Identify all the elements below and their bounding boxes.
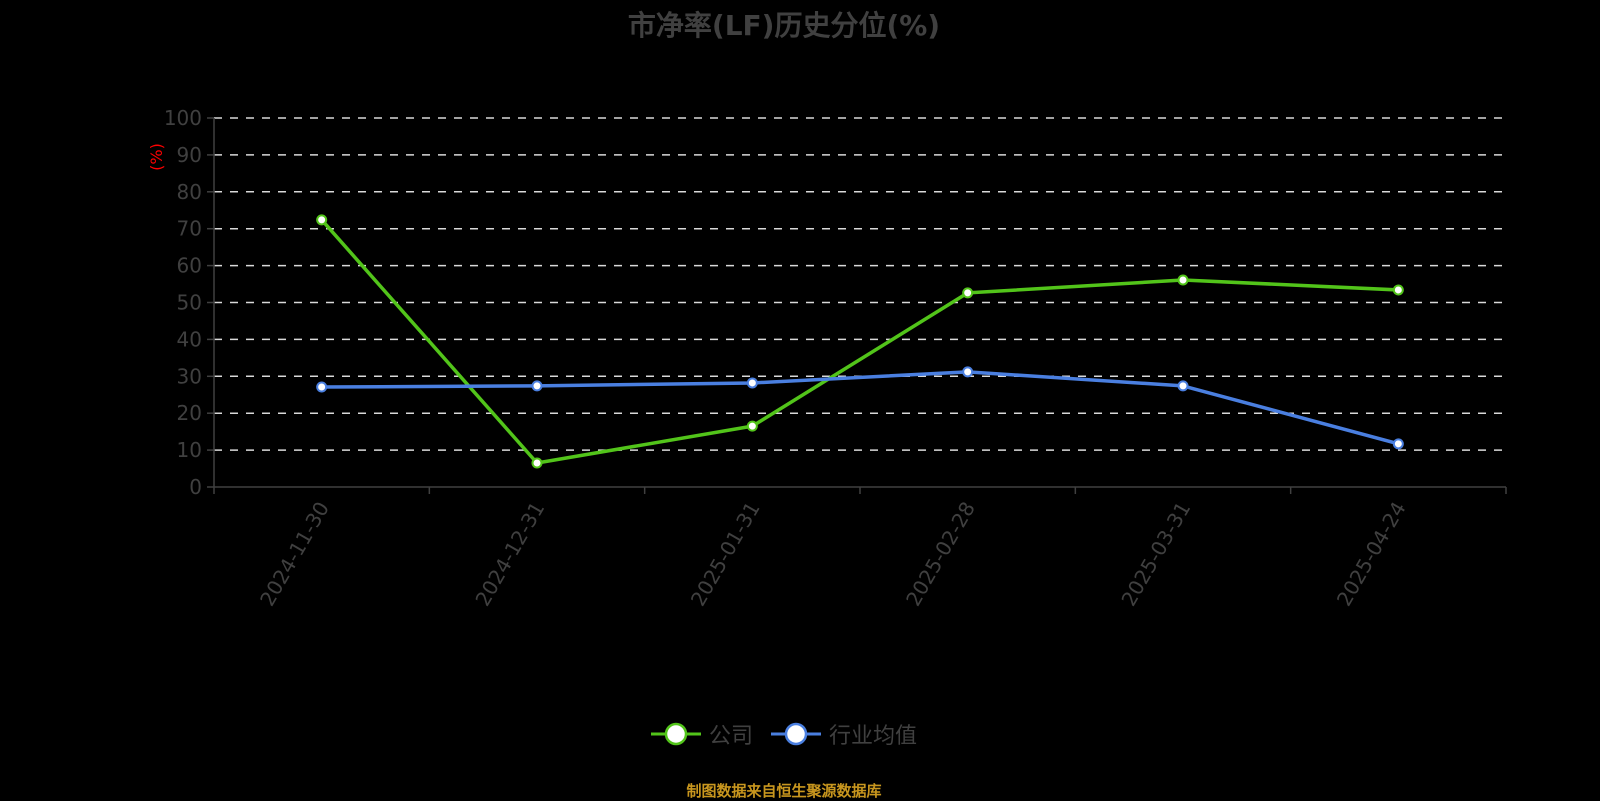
x-tick-label: 2025-01-31 bbox=[686, 498, 765, 611]
y-tick-label: 80 bbox=[177, 180, 202, 204]
series-line-company bbox=[320, 218, 1399, 465]
chart-title: 市净率(LF)历史分位(%) bbox=[627, 9, 941, 42]
data-point-company[interactable] bbox=[1177, 274, 1189, 286]
y-tick-label: 20 bbox=[177, 401, 202, 425]
y-axis-unit: (%) bbox=[147, 143, 166, 171]
y-tick-label: 70 bbox=[177, 217, 202, 241]
source-note: 制图数据来自恒生聚源数据库 bbox=[686, 782, 882, 800]
series-group bbox=[316, 214, 1404, 469]
data-point-company[interactable] bbox=[962, 287, 974, 299]
y-tick-label: 100 bbox=[164, 106, 202, 130]
data-point-company[interactable] bbox=[531, 457, 543, 469]
y-axis: 0 10 20 30 40 50 60 70 80 90 100 bbox=[164, 106, 215, 499]
data-point-company[interactable] bbox=[316, 214, 328, 226]
x-tick-label: 2025-04-24 bbox=[1332, 498, 1411, 611]
data-point-industry[interactable] bbox=[1177, 380, 1189, 392]
series-line-industry bbox=[321, 370, 1399, 446]
y-tick-label: 50 bbox=[177, 291, 202, 315]
legend-marker-industry-icon bbox=[771, 722, 821, 746]
data-point-industry[interactable] bbox=[1392, 438, 1404, 450]
data-point-industry[interactable] bbox=[316, 381, 328, 393]
grid-lines bbox=[214, 117, 1506, 451]
legend-item-industry[interactable]: 行业均值 bbox=[771, 718, 917, 750]
y-tick-label: 10 bbox=[177, 438, 202, 462]
data-point-company[interactable] bbox=[1392, 284, 1404, 296]
x-tick-label: 2024-11-30 bbox=[255, 498, 334, 611]
y-tick-label: 40 bbox=[177, 327, 202, 351]
legend-label-company: 公司 bbox=[708, 724, 753, 749]
data-point-industry[interactable] bbox=[531, 380, 543, 392]
x-tick-label: 2025-03-31 bbox=[1116, 498, 1195, 611]
x-tick-label: 2025-02-28 bbox=[901, 498, 980, 611]
y-tick-label: 60 bbox=[177, 254, 202, 278]
x-axis: 2024-11-30 2024-12-31 2025-01-31 2025-02-28… bbox=[213, 486, 1507, 611]
y-tick-label: 30 bbox=[177, 364, 202, 388]
data-point-industry[interactable] bbox=[746, 377, 758, 389]
y-tick-label: 90 bbox=[177, 143, 202, 167]
legend-marker-company-icon bbox=[650, 722, 701, 746]
y-tick-label: 0 bbox=[189, 475, 202, 499]
legend: 公司 行业均值 bbox=[0, 718, 1568, 750]
legend-item-company[interactable]: 公司 bbox=[650, 718, 753, 750]
data-point-industry[interactable] bbox=[962, 366, 974, 378]
legend-label-industry: 行业均值 bbox=[829, 724, 918, 749]
data-point-company[interactable] bbox=[746, 420, 758, 432]
x-tick-label: 2024-12-31 bbox=[470, 498, 549, 611]
